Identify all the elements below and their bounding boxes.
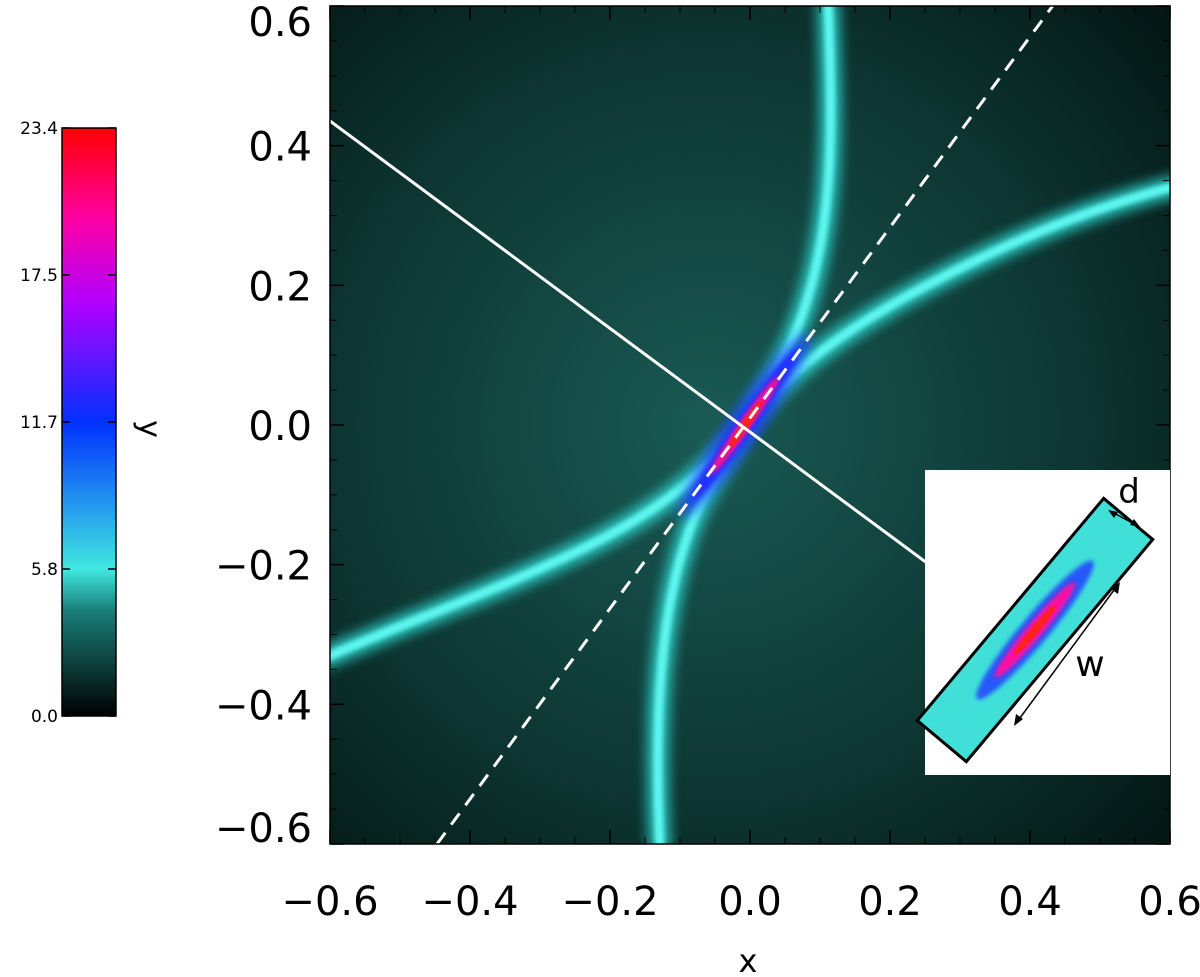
colorbar-tick-label: 5.8 xyxy=(31,560,58,580)
inset-w-arrowhead-top xyxy=(1111,582,1120,594)
inset-d-label: d xyxy=(1118,472,1140,512)
inset-d-arrowhead-right xyxy=(1130,519,1140,527)
x-tick-label: 0.6 xyxy=(1138,879,1200,925)
y-tick-label: 0.0 xyxy=(248,404,312,450)
inset-d-arrowhead-left xyxy=(1108,510,1118,518)
colorbar-tick-label: 0.0 xyxy=(31,707,58,727)
x-tick-label: 0.2 xyxy=(858,879,922,925)
x-tick-label: −0.4 xyxy=(421,879,518,925)
y-tick-label: 0.2 xyxy=(248,264,312,310)
colorbar-ticks: 0.0 5.8 11.7 17.5 23.4 xyxy=(20,119,116,727)
y-tick-label: −0.6 xyxy=(215,806,312,852)
colorbar-label: y xyxy=(132,420,167,438)
inset-w-arrowhead-bottom xyxy=(1014,714,1023,726)
y-tick-label: −0.4 xyxy=(215,683,312,729)
colorbar-gradient xyxy=(61,127,117,717)
x-tick-label: −0.2 xyxy=(561,879,658,925)
separatrix-dashed xyxy=(435,6,1055,844)
colorbar-tick-label: 11.7 xyxy=(20,413,58,433)
x-tick-label: 0.0 xyxy=(718,879,782,925)
inset: w d xyxy=(915,470,1170,775)
x-tick-label: 0.4 xyxy=(998,879,1062,925)
y-tick-label: 0.6 xyxy=(248,0,312,46)
inset-w-label: w xyxy=(1075,644,1104,685)
y-axis: −0.6 −0.4 −0.2 0.0 0.2 0.4 0.6 xyxy=(215,0,1170,852)
y-tick-label: −0.2 xyxy=(215,544,312,590)
x-tick-label: −0.6 xyxy=(281,879,378,925)
x-axis: −0.6 −0.4 −0.2 0.0 0.2 0.4 0.6 xyxy=(281,6,1200,925)
x-axis-label: x xyxy=(739,942,758,977)
colorbar-tick-label: 17.5 xyxy=(20,266,58,286)
colorbar-tick-label: 23.4 xyxy=(20,119,58,139)
inset-w-arrow xyxy=(1016,585,1118,723)
colorbar: 0.0 5.8 11.7 17.5 23.4 y xyxy=(20,119,167,727)
y-tick-label: 0.4 xyxy=(248,125,312,171)
